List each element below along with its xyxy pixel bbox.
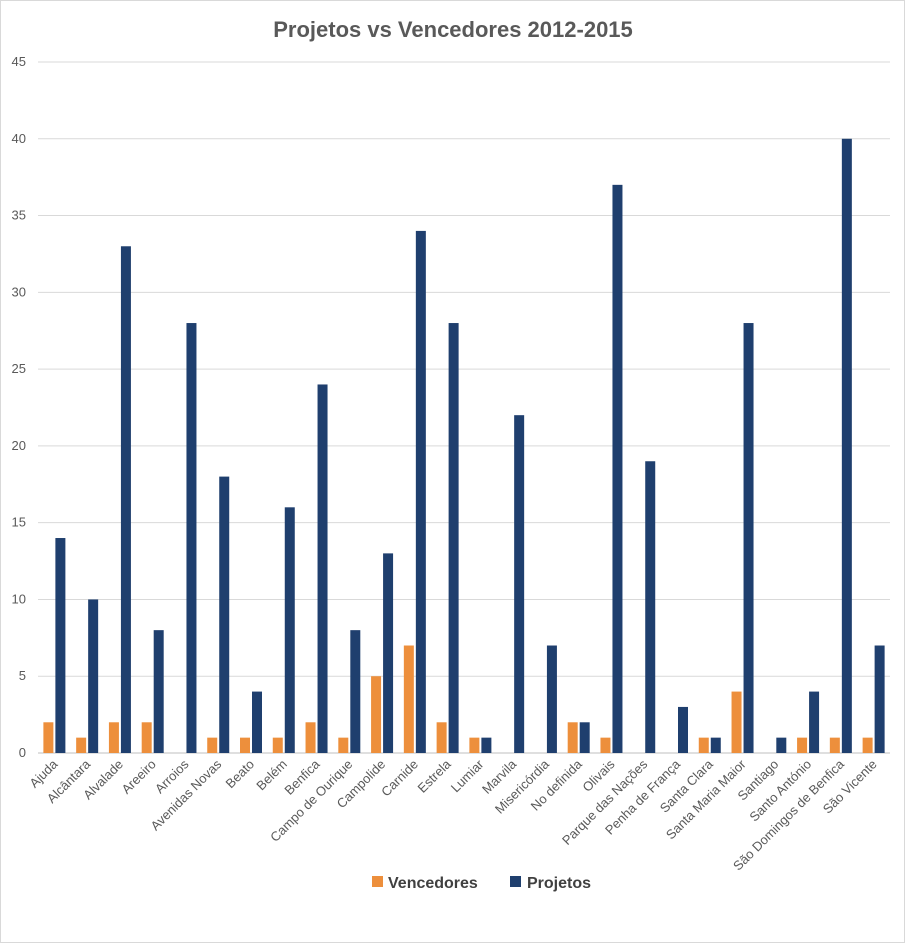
bar-vencedores	[305, 722, 316, 753]
bar-vencedores	[600, 737, 611, 753]
bar-projetos	[678, 706, 688, 753]
x-tick-label: Areeiro	[119, 757, 159, 797]
bar-vencedores	[76, 737, 87, 753]
bar-projetos	[612, 184, 623, 753]
bar-projetos	[546, 645, 557, 753]
x-axis-ticks: AjudaAlcântaraAlvaladeAreeiroArroiosAven…	[26, 756, 879, 873]
bar-vencedores	[698, 737, 709, 753]
bar-projetos	[153, 630, 164, 753]
y-tick-label: 15	[12, 515, 26, 530]
bar-vencedores	[436, 722, 447, 753]
bar-projetos	[317, 384, 328, 753]
bar-projetos	[219, 476, 230, 753]
bar-projetos	[415, 230, 426, 753]
bar-vencedores	[141, 722, 152, 753]
bar-projetos	[645, 461, 656, 753]
bar-vencedores	[272, 737, 283, 753]
chart-title: Projetos vs Vencedores 2012-2015	[273, 17, 633, 42]
bar-projetos	[809, 691, 820, 753]
bar-vencedores	[207, 737, 218, 753]
x-tick-label: Beato	[222, 757, 257, 792]
bar-projetos	[514, 415, 525, 753]
bar-vencedores	[797, 737, 808, 753]
bar-projetos	[350, 630, 361, 753]
bar-projetos	[284, 507, 295, 753]
bars	[43, 138, 885, 753]
y-tick-label: 30	[12, 284, 26, 299]
y-tick-label: 0	[19, 745, 26, 760]
y-axis-ticks: 0 5 10 15 20 25 30 35 40 45	[12, 54, 26, 760]
bar-projetos	[579, 722, 590, 753]
bar-vencedores	[43, 722, 54, 753]
bar-projetos	[743, 323, 754, 753]
bar-vencedores	[403, 645, 414, 753]
bar-projetos	[841, 138, 852, 753]
bar-projetos	[252, 691, 262, 753]
x-tick-label: Estrela	[415, 756, 455, 796]
bar-vencedores	[829, 737, 840, 753]
bar-projetos	[55, 538, 66, 753]
y-tick-label: 20	[12, 438, 26, 453]
bar-projetos	[120, 246, 131, 753]
bar-projetos	[448, 323, 459, 753]
bar-vencedores	[731, 691, 742, 753]
bar-vencedores	[371, 676, 382, 753]
bar-vencedores	[567, 722, 578, 753]
y-tick-label: 10	[12, 591, 26, 606]
bar-projetos	[710, 737, 721, 753]
y-tick-label: 35	[12, 208, 26, 223]
bar-projetos	[88, 599, 99, 753]
bar-vencedores	[469, 737, 480, 753]
bar-projetos	[481, 737, 492, 753]
y-tick-label: 5	[19, 668, 26, 683]
bar-vencedores	[862, 737, 873, 753]
gridlines	[38, 61, 890, 754]
bar-projetos	[186, 323, 197, 753]
bar-projetos	[383, 553, 394, 753]
x-tick-label: Carnide	[378, 757, 421, 800]
bar-projetos	[874, 645, 885, 753]
bar-projetos	[776, 737, 787, 753]
legend[interactable]: Vencedores Projetos	[372, 875, 591, 892]
y-tick-label: 25	[12, 361, 26, 376]
y-tick-label: 45	[12, 54, 26, 69]
y-tick-label: 40	[12, 131, 26, 146]
legend-label-vencedores: Vencedores	[388, 875, 478, 892]
legend-swatch-projetos	[510, 876, 521, 887]
bar-vencedores	[338, 737, 349, 753]
legend-swatch-vencedores	[372, 876, 383, 887]
legend-label-projetos: Projetos	[527, 875, 591, 892]
bar-vencedores	[108, 722, 119, 753]
bar-vencedores	[240, 737, 250, 753]
